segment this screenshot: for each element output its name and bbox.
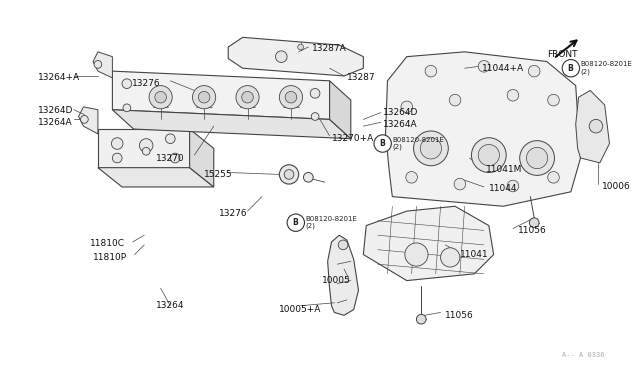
Circle shape [236, 86, 259, 109]
Polygon shape [113, 71, 330, 119]
Text: B08120-8201E
(2): B08120-8201E (2) [305, 216, 357, 230]
Text: 11810P: 11810P [93, 253, 127, 262]
Circle shape [454, 178, 466, 190]
Text: 11044+A: 11044+A [482, 64, 524, 73]
Polygon shape [98, 168, 214, 187]
Text: 13287: 13287 [347, 73, 376, 82]
Circle shape [440, 248, 460, 267]
Circle shape [339, 240, 348, 250]
Circle shape [111, 138, 123, 149]
Polygon shape [364, 206, 493, 280]
Text: 11056: 11056 [518, 226, 547, 235]
Circle shape [405, 243, 428, 266]
Circle shape [284, 170, 294, 179]
Text: 13287A: 13287A [312, 44, 347, 54]
Circle shape [155, 92, 166, 103]
Circle shape [123, 104, 131, 112]
Text: 11810C: 11810C [90, 240, 125, 248]
Text: 13264D: 13264D [38, 106, 74, 115]
Circle shape [242, 92, 253, 103]
Text: 13264A: 13264A [38, 118, 73, 127]
Text: 13276: 13276 [132, 79, 160, 88]
Polygon shape [385, 52, 580, 206]
Polygon shape [93, 52, 113, 78]
Circle shape [507, 180, 519, 192]
Circle shape [478, 61, 490, 72]
Circle shape [507, 90, 519, 101]
Circle shape [520, 141, 554, 175]
Circle shape [311, 113, 319, 121]
Text: 13264: 13264 [156, 301, 184, 310]
Circle shape [529, 65, 540, 77]
Text: 11044: 11044 [489, 185, 517, 193]
Circle shape [562, 60, 580, 77]
Circle shape [413, 131, 448, 166]
Circle shape [280, 86, 303, 109]
Circle shape [149, 86, 172, 109]
Polygon shape [113, 110, 351, 139]
Polygon shape [576, 90, 609, 163]
Text: 13270+A: 13270+A [332, 134, 374, 143]
Polygon shape [328, 235, 358, 315]
Text: 11041: 11041 [460, 250, 488, 259]
Text: 10005+A: 10005+A [280, 305, 322, 314]
Text: 13270: 13270 [156, 154, 184, 163]
Circle shape [193, 86, 216, 109]
Text: 10005: 10005 [322, 276, 351, 285]
Polygon shape [330, 81, 351, 139]
Circle shape [420, 138, 442, 159]
Circle shape [529, 218, 539, 228]
Circle shape [140, 139, 153, 152]
Text: 11056: 11056 [445, 311, 474, 320]
Circle shape [285, 92, 297, 103]
Circle shape [310, 89, 320, 98]
Circle shape [548, 94, 559, 106]
Circle shape [122, 79, 132, 89]
Circle shape [275, 51, 287, 62]
Circle shape [425, 65, 436, 77]
Circle shape [81, 116, 88, 123]
Circle shape [113, 153, 122, 163]
Text: 13276: 13276 [219, 209, 247, 218]
Circle shape [374, 135, 391, 152]
Circle shape [298, 44, 303, 50]
Text: 15255: 15255 [204, 170, 233, 179]
Polygon shape [98, 129, 189, 168]
Polygon shape [228, 37, 364, 76]
Circle shape [287, 214, 305, 231]
Text: B: B [292, 218, 298, 227]
Circle shape [449, 94, 461, 106]
Circle shape [401, 101, 413, 113]
Circle shape [166, 134, 175, 144]
Text: B08120-8201E
(2): B08120-8201E (2) [580, 61, 632, 75]
Polygon shape [189, 129, 214, 187]
Circle shape [198, 92, 210, 103]
Text: B: B [379, 139, 385, 148]
Text: FRONT: FRONT [547, 50, 577, 59]
Circle shape [142, 147, 150, 155]
Text: 11041M: 11041M [486, 165, 522, 174]
Circle shape [170, 153, 180, 163]
Circle shape [406, 171, 417, 183]
Text: B: B [567, 64, 573, 73]
Circle shape [548, 171, 559, 183]
Text: 13264D: 13264D [383, 108, 418, 117]
Text: A-- A 0336: A-- A 0336 [562, 352, 605, 358]
Text: B08120-8201E
(2): B08120-8201E (2) [392, 137, 444, 150]
Circle shape [527, 147, 548, 169]
Circle shape [303, 173, 313, 182]
Circle shape [478, 144, 499, 166]
Text: 10006: 10006 [602, 182, 630, 192]
Circle shape [589, 119, 603, 133]
Polygon shape [79, 107, 98, 134]
Circle shape [94, 61, 102, 68]
Text: 13264+A: 13264+A [38, 73, 80, 82]
Circle shape [417, 314, 426, 324]
Circle shape [472, 138, 506, 173]
Text: 13264A: 13264A [383, 120, 417, 129]
Circle shape [280, 165, 299, 184]
